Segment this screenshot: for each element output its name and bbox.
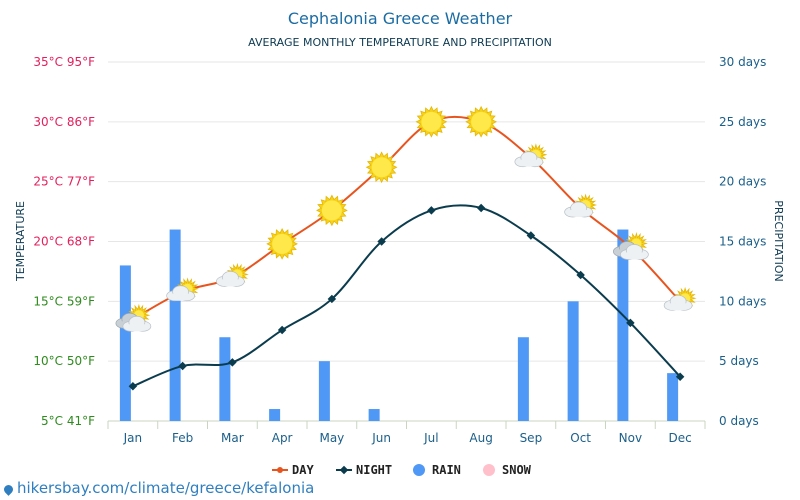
y-left-tick-label: 25°C 77°F: [33, 175, 95, 189]
rain-bar: [667, 373, 679, 421]
x-tick-label: Nov: [619, 431, 642, 445]
night-point: [377, 237, 386, 246]
y-right-tick-label: 15 days: [719, 235, 766, 249]
x-tick-label: Dec: [669, 431, 692, 445]
night-point: [228, 358, 237, 367]
x-tick-label: Feb: [172, 431, 193, 445]
weather-icons: [115, 105, 697, 332]
legend-label: DAY: [292, 463, 314, 477]
legend-item-night[interactable]: NIGHT: [336, 463, 392, 477]
night-point: [178, 361, 187, 371]
rain-bar: [219, 337, 231, 421]
rain-bars: [119, 229, 679, 421]
y-right-tick-label: 30 days: [719, 55, 766, 69]
legend-marker: [277, 467, 283, 473]
grid-lines: [108, 61, 705, 422]
x-tick-label: Aug: [469, 431, 492, 445]
y-left-tick-label: 5°C 41°F: [41, 414, 95, 428]
rain-bar: [269, 409, 281, 421]
y-left-tick-label: 30°C 86°F: [33, 115, 95, 129]
partly-cloudy-icon: [514, 143, 548, 168]
night-point: [476, 203, 486, 213]
legend-swatch: [413, 464, 425, 476]
partly-cloudy-icon: [663, 286, 697, 311]
sunny-icon: [316, 194, 348, 227]
legend-item-rain[interactable]: RAIN: [413, 463, 461, 477]
x-tick-label: Apr: [272, 431, 293, 445]
rain-bar: [567, 301, 579, 421]
temperature-lines: [128, 115, 685, 391]
partly-cloudy-icon: [564, 193, 598, 218]
night-point: [327, 294, 337, 304]
watermark-text: hikersbay.com/climate/greece/kefalonia: [17, 479, 315, 497]
legend-marker: [339, 465, 349, 475]
x-tick-label: Jun: [371, 431, 391, 445]
y-right-tick-label: 0 days: [719, 414, 759, 428]
cloudy-icon: [115, 303, 152, 332]
partly-cloudy-icon: [216, 262, 249, 287]
y-left-tick-label: 15°C 59°F: [33, 294, 95, 308]
night-point: [427, 206, 436, 215]
x-tick-label: Jan: [123, 431, 143, 445]
y-left-tick-labels: 5°C 41°F 10°C 50°F 15°C 59°F 20°C 68°F 25°C …: [33, 55, 95, 428]
rain-bar: [119, 265, 131, 421]
y-right-tick-label: 5 days: [719, 354, 759, 368]
rain-bar: [368, 409, 380, 421]
watermark[interactable]: hikersbay.com/climate/greece/kefalonia: [2, 479, 315, 497]
day-line: [132, 115, 681, 321]
chart-title: Cephalonia Greece Weather: [288, 9, 513, 28]
night-point: [128, 382, 138, 391]
y-left-tick-label: 35°C 95°F: [33, 55, 95, 69]
sunny-icon: [365, 151, 398, 184]
partly-cloudy-icon: [166, 277, 200, 302]
y-right-tick-label: 20 days: [719, 175, 766, 189]
legend-swatch: [483, 464, 495, 476]
sunny-icon: [266, 228, 298, 260]
sunny-icon: [415, 105, 448, 138]
y-right-tick-label: 25 days: [719, 115, 766, 129]
y-right-tick-label: 10 days: [719, 294, 766, 308]
rain-bar: [318, 361, 330, 421]
rain-bar: [517, 337, 529, 421]
rain-bar: [617, 229, 629, 421]
night-point: [277, 325, 287, 335]
legend-label: NIGHT: [356, 463, 392, 477]
night-point: [675, 372, 685, 381]
x-tick-label: Jul: [423, 431, 438, 445]
rain-bar: [169, 229, 181, 421]
x-tick-label: Mar: [221, 431, 244, 445]
night-point: [576, 270, 585, 280]
x-axis: Jan Feb Mar Apr May Jun Jul Aug Sep Oct Nov Dec: [107, 420, 706, 445]
y-left-axis-label: TEMPERATURE: [14, 201, 27, 282]
x-tick-label: May: [319, 431, 344, 445]
night-line: [132, 204, 681, 388]
x-tick-label: Oct: [570, 431, 591, 445]
x-tick-label: Sep: [520, 431, 543, 445]
y-left-tick-label: 20°C 68°F: [33, 235, 95, 249]
cloudy-icon: [613, 232, 649, 260]
legend: DAY NIGHT RAIN SNOW: [272, 463, 532, 477]
legend-item-snow[interactable]: SNOW: [483, 463, 532, 477]
y-right-axis-label: PRECIPITATION: [772, 200, 785, 281]
y-left-tick-label: 10°C 50°F: [33, 354, 95, 368]
chart-subtitle: AVERAGE MONTHLY TEMPERATURE AND PRECIPIT…: [248, 36, 552, 49]
y-right-tick-labels: 0 days 5 days 10 days 15 days 20 days 25 days…: [719, 55, 766, 428]
night-point: [626, 318, 635, 328]
legend-label: RAIN: [432, 463, 461, 477]
sunny-icon: [465, 105, 497, 138]
legend-label: SNOW: [502, 463, 532, 477]
location-pin-icon: [2, 483, 15, 496]
legend-item-day[interactable]: DAY: [272, 463, 314, 477]
